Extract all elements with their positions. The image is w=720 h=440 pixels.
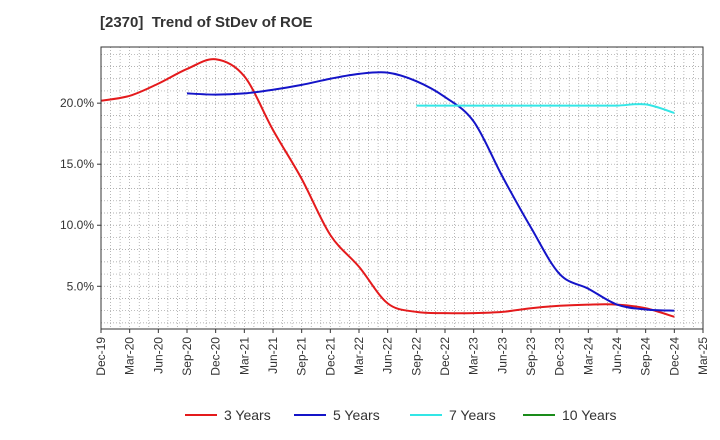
x-tick-label: Dec-22 <box>438 337 452 376</box>
x-tick-label: Dec-19 <box>94 337 108 376</box>
legend-label: 5 Years <box>333 407 380 423</box>
x-tick-label: Jun-21 <box>266 337 280 374</box>
x-tick-label: Jun-20 <box>151 337 165 374</box>
x-tick-label: Sep-21 <box>295 337 309 376</box>
series-line-3-years <box>100 58 675 318</box>
y-tick-label: 15.0% <box>60 157 94 171</box>
legend-label: 7 Years <box>449 407 496 423</box>
plot-frame <box>100 46 704 330</box>
y-tick-label: 10.0% <box>60 218 94 232</box>
axis-layer: 5.0% 10.0% 15.0% 20.0% Dec-19 Mar-20 Jun-20 Sep… <box>60 46 710 376</box>
series-line-7-years <box>416 103 675 114</box>
x-tick-label: Dec-23 <box>553 337 567 376</box>
x-tick-label: Sep-22 <box>409 337 423 376</box>
x-tick-label: Jun-24 <box>610 337 624 374</box>
legend-label: 3 Years <box>224 407 271 423</box>
x-tick-label: Mar-24 <box>581 337 595 375</box>
y-tick-label: 5.0% <box>67 279 95 293</box>
legend-item: 3 Years <box>185 407 271 423</box>
x-tick-label: Jun-23 <box>495 337 509 374</box>
legend-item: 10 Years <box>523 407 617 423</box>
series-layer <box>100 58 675 318</box>
x-tick-label: Jun-22 <box>381 337 395 374</box>
y-tick-label: 20.0% <box>60 96 94 110</box>
x-tick-label: Mar-23 <box>467 337 481 375</box>
x-tick-label: Sep-23 <box>524 337 538 376</box>
legend-item: 5 Years <box>294 407 380 423</box>
legend: 3 Years 5 Years 7 Years 10 Years <box>185 407 617 423</box>
legend-label: 10 Years <box>562 407 617 423</box>
legend-item: 7 Years <box>410 407 496 423</box>
x-tick-label: Dec-20 <box>209 337 223 376</box>
x-tick-label: Mar-20 <box>123 337 137 375</box>
grid-layer <box>101 47 703 329</box>
x-tick-label: Sep-24 <box>639 337 653 376</box>
x-tick-label: Sep-20 <box>180 337 194 376</box>
x-tick-label: Mar-25 <box>696 337 710 375</box>
x-tick-label: Mar-21 <box>237 337 251 375</box>
x-tick-label: Mar-22 <box>352 337 366 375</box>
chart-title: [2370] Trend of StDev of ROE <box>100 14 313 31</box>
x-tick-label: Dec-21 <box>323 337 337 376</box>
series-line-5-years <box>186 71 675 312</box>
x-tick-label: Dec-24 <box>667 337 681 376</box>
